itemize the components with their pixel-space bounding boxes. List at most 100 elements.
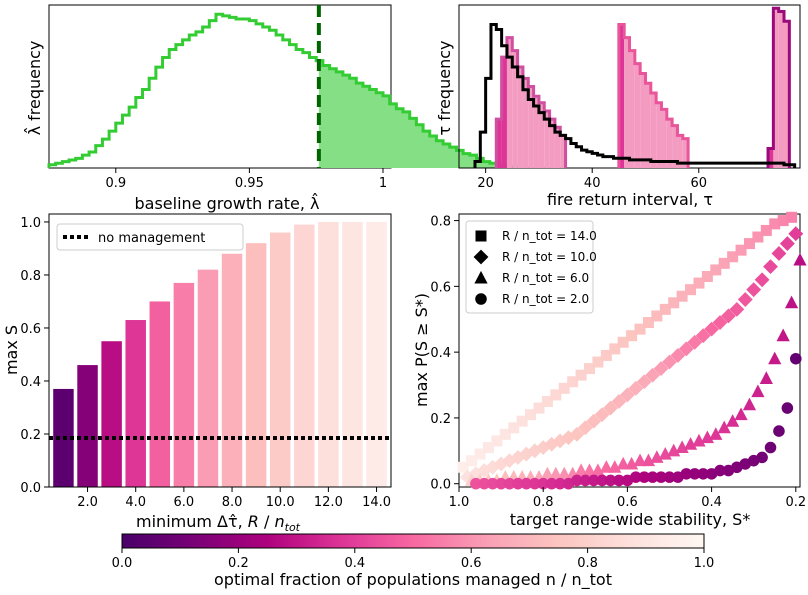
panel-d-point [700,430,714,444]
panel-d-point [603,400,618,416]
panel-d-point [604,474,617,487]
panel-c-xtick-label: 10.0 [266,495,295,510]
panel-d-point [662,354,677,370]
panel-b-managed-bar [538,102,545,168]
panel-b-managed-bar [784,21,790,168]
panel-d-point [693,277,705,289]
panel-d-xtick-label: 0.8 [533,495,554,510]
panel-c-bar [125,320,146,487]
panel-d-point [781,402,794,414]
panel-c-bar [342,221,363,487]
colorbar-tick-label: 0.6 [461,556,482,571]
panel-d-point [777,215,789,227]
panel-c-bar [366,221,387,487]
panel-d-point [790,352,802,365]
panel-d-point [688,468,701,480]
panel-d-legend-label: R / n_tot = 14.0 [502,229,597,243]
panel-b-managed-bar [634,63,641,168]
panel-b-managed-bar [682,138,689,168]
panel-d-legend-marker [474,270,488,284]
panel-d-point [540,466,555,480]
panel-c-bar [149,301,171,487]
panel-d-ytick-label: 0.2 [430,412,451,427]
panel-c-bar [318,221,339,487]
panel-d-point [495,477,507,490]
panel-b-x-ticks: 20 40 60 [477,168,707,191]
panel-d-point [457,461,469,473]
panel-c-ticks: 2.0 4.0 6.0 8.0 10.0 12.0 14.0 0.0 0.2 0.4 0.6 0.8 1… [20,216,391,510]
panel-d-point [628,380,644,396]
panel-c-ylabel: max S [2,325,21,375]
panel-b-managed-bar [778,11,785,168]
panel-d-point [769,218,781,230]
panel-d-point [626,330,638,342]
panel-d-point [759,371,773,384]
panel-d-point [697,468,709,480]
panel-d-legend-marker [473,249,489,265]
panel-d-point [709,427,723,440]
panel-d-point [518,446,534,462]
panel-c-legend-box [56,223,244,251]
panel-b-xtick-label: 20 [477,176,494,191]
panel-b-managed-bar [512,50,518,168]
panel-d-point [579,474,592,487]
panel-d-point [683,437,698,450]
panel-b-managed-bar [773,8,779,169]
panel-d-point [600,349,612,361]
panel-d-point [641,453,656,467]
panel-d-point [491,435,503,447]
panel-d-point [646,471,659,483]
panel-d-ticks: 1.0 0.8 0.6 0.4 0.2 0.0 0.2 0.4 0.6 0.8 [430,215,806,510]
panel-b-managed-bar [661,109,667,168]
panel-d-point [567,376,579,388]
panel-d-point [712,315,728,330]
panel-d-point [763,259,778,275]
panel-d-point [571,474,583,487]
panel-d-point [478,477,491,490]
panel-d-point [642,317,654,329]
panel-c-xtick-label: 14.0 [362,495,391,510]
panel-d-point [569,426,585,442]
panel-d-point [508,422,520,434]
panel-d-point [584,363,596,375]
panel-a-xtick-label: 1 [379,176,387,191]
panel-d-frame [458,213,801,488]
panel-b-managed-bar [645,83,651,168]
panel-d-point [717,420,731,434]
panel-d-point [735,244,747,256]
panel-b-xlabel: fire return interval, τ [547,190,713,209]
panel-d-scatter: 1.0 0.8 0.6 0.4 0.2 0.0 0.2 0.4 0.6 0.8 R / n_tot… [412,211,807,529]
panel-c-xlabel: minimum Δτ̂, R / ntot [136,512,301,534]
panel-d-point [617,336,629,348]
panel-d-point [550,389,562,401]
panel-a-plot-area [47,5,519,169]
panel-d-plot-area [457,211,807,490]
panel-b-managed-bar [672,125,678,168]
panel-d-point [675,440,689,454]
panel-b-managed-bar [656,102,662,168]
panel-d-point [575,369,587,381]
panel-a-ylabel: λ̂ frequency [24,41,44,136]
colorbar-ticks: 0.0 0.2 0.4 0.6 0.8 1.0 [112,548,714,571]
panel-c-ytick-label: 0.8 [20,269,41,284]
panel-d-point [764,441,777,454]
panel-b-managed-bar [629,50,635,168]
panel-d-point [574,463,588,477]
panel-d-legend-box [465,220,594,314]
panel-d-point [751,384,765,398]
panel-d-point [486,477,499,490]
panel-d-point [667,443,681,457]
panel-b-ylabel: τ frequency [435,41,454,136]
panel-c-xtick-label: 2.0 [77,495,98,510]
panel-b-managed-bar [549,119,555,168]
panel-b-baseline-histogram [473,23,797,168]
panel-b-managed-bar [528,86,534,168]
panel-d-point [619,387,635,403]
panel-b-managed-bar [640,73,646,168]
panel-d-point [520,477,533,490]
panel-d-point [537,477,549,490]
panel-d-point [742,397,757,411]
colorbar-tick-label: 0.4 [344,556,365,571]
panel-c-bar [269,232,291,487]
panel-d-point [676,290,688,302]
